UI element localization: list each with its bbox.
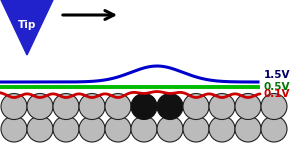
Circle shape xyxy=(27,116,53,142)
Circle shape xyxy=(261,94,287,120)
Circle shape xyxy=(27,94,53,120)
Circle shape xyxy=(261,116,287,142)
Circle shape xyxy=(235,116,261,142)
Circle shape xyxy=(209,94,235,120)
Circle shape xyxy=(183,94,209,120)
Circle shape xyxy=(1,94,27,120)
Circle shape xyxy=(1,116,27,142)
Polygon shape xyxy=(1,0,53,55)
Circle shape xyxy=(157,94,183,120)
Text: 0.5V: 0.5V xyxy=(264,82,291,92)
Circle shape xyxy=(105,94,131,120)
Circle shape xyxy=(53,94,79,120)
Circle shape xyxy=(131,94,157,120)
Circle shape xyxy=(105,116,131,142)
Circle shape xyxy=(79,94,105,120)
Text: Tip: Tip xyxy=(18,20,36,30)
Circle shape xyxy=(235,94,261,120)
Circle shape xyxy=(183,116,209,142)
Circle shape xyxy=(79,116,105,142)
Circle shape xyxy=(131,116,157,142)
Text: 1.5V: 1.5V xyxy=(264,70,291,80)
Circle shape xyxy=(53,116,79,142)
Circle shape xyxy=(157,116,183,142)
Text: 0.1V: 0.1V xyxy=(264,89,291,99)
Circle shape xyxy=(209,116,235,142)
